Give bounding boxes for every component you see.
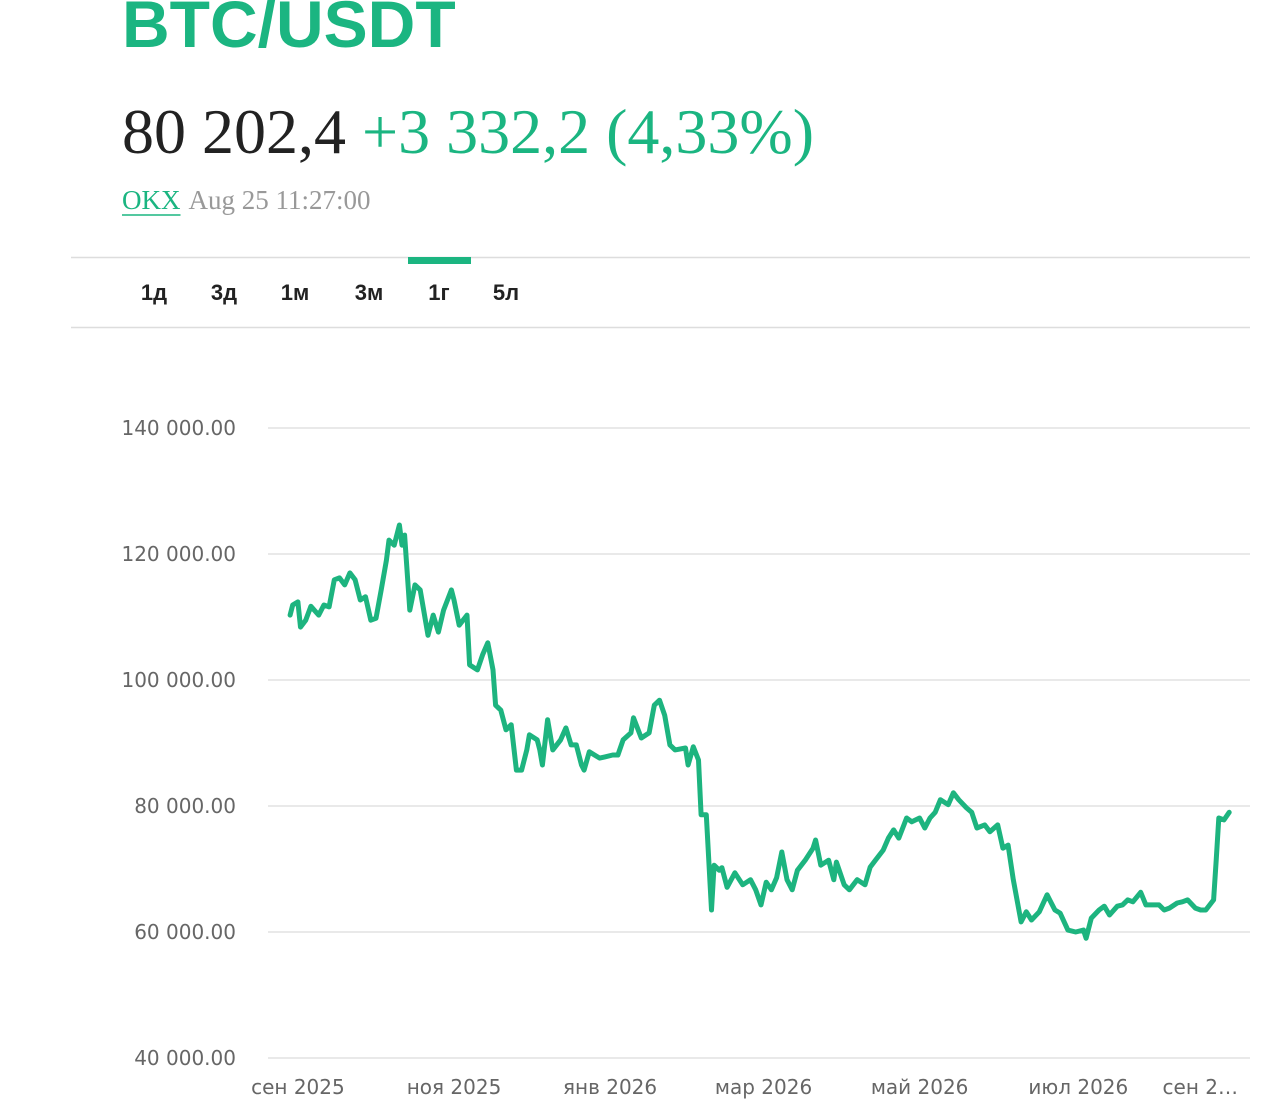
y-tick-label: 100 000.00: [121, 668, 236, 692]
y-tick-label: 140 000.00: [121, 416, 236, 440]
x-tick-label: сен 2025: [251, 1075, 345, 1099]
x-tick-label: сен 2…: [1163, 1075, 1238, 1099]
range-tab[interactable]: 1д: [141, 280, 167, 305]
price-line: [287, 522, 1232, 941]
x-tick-label: янв 2026: [563, 1075, 657, 1099]
range-tab[interactable]: 1г: [428, 280, 449, 305]
x-tick-label: мар 2026: [715, 1075, 812, 1099]
y-tick-label: 120 000.00: [121, 542, 236, 566]
y-tick-label: 80 000.00: [134, 794, 236, 818]
range-tab[interactable]: 3д: [211, 280, 237, 305]
x-tick-label: май 2026: [871, 1075, 969, 1099]
range-tab[interactable]: 5л: [493, 280, 519, 305]
active-tab-indicator: [408, 257, 471, 264]
source-line: OKX Aug 25 11:27:00: [122, 185, 371, 215]
x-tick-label: ноя 2025: [407, 1075, 502, 1099]
x-tick-label: июл 2026: [1028, 1075, 1128, 1099]
price-line: 80 202,4 +3 332,2 (4,33%): [122, 96, 814, 167]
pair-title: BTC/USDT: [122, 0, 456, 61]
y-tick-label: 60 000.00: [134, 920, 236, 944]
timestamp: Aug 25 11:27:00: [189, 185, 371, 215]
price-change: +3 332,2 (4,33%): [362, 96, 814, 167]
y-tick-label: 40 000.00: [134, 1046, 236, 1070]
range-tab[interactable]: 1м: [281, 280, 310, 305]
price: 80 202,4: [122, 96, 346, 167]
source-link[interactable]: OKX: [122, 185, 181, 215]
range-tab[interactable]: 3м: [355, 280, 384, 305]
